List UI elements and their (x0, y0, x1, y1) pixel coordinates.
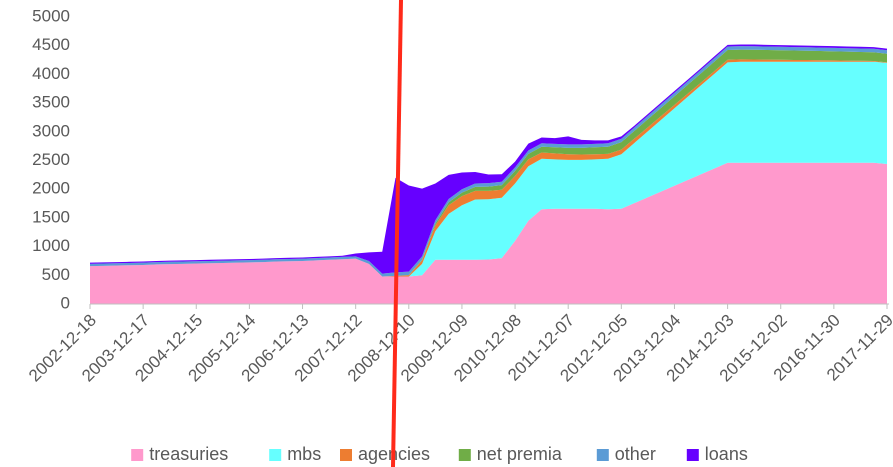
legend-label: mbs (287, 444, 321, 464)
y-tick-label: 3500 (32, 93, 70, 112)
legend-swatch (131, 449, 144, 461)
area (90, 61, 887, 277)
legend-label: net premia (477, 444, 563, 464)
y-tick-label: 2000 (32, 179, 70, 198)
legend-swatch (686, 449, 699, 461)
y-tick-label: 0 (61, 293, 70, 312)
y-tick-label: 2500 (32, 150, 70, 169)
y-tick-label: 3000 (32, 121, 70, 140)
y-tick-label: 5000 (32, 6, 70, 25)
plot-area: 0 500 1000 1500 2000 2500 3000 3500 4000 4500 5000… (25, 6, 893, 463)
y-tick-label: 1000 (32, 236, 70, 255)
area (90, 162, 887, 304)
legend-label: other (615, 444, 656, 464)
y-tick-label: 1500 (32, 207, 70, 226)
legend-label: treasuries (149, 444, 228, 464)
legend-label: loans (705, 444, 748, 464)
legend-swatch (340, 449, 352, 461)
legend-swatch (269, 449, 282, 461)
legend-swatch (596, 449, 609, 461)
y-tick-label: 500 (42, 265, 70, 284)
y-tick-label: 4500 (32, 35, 70, 54)
marker-line (391, 0, 403, 467)
legend-swatch (458, 449, 471, 461)
y-tick-label: 4000 (32, 64, 70, 83)
